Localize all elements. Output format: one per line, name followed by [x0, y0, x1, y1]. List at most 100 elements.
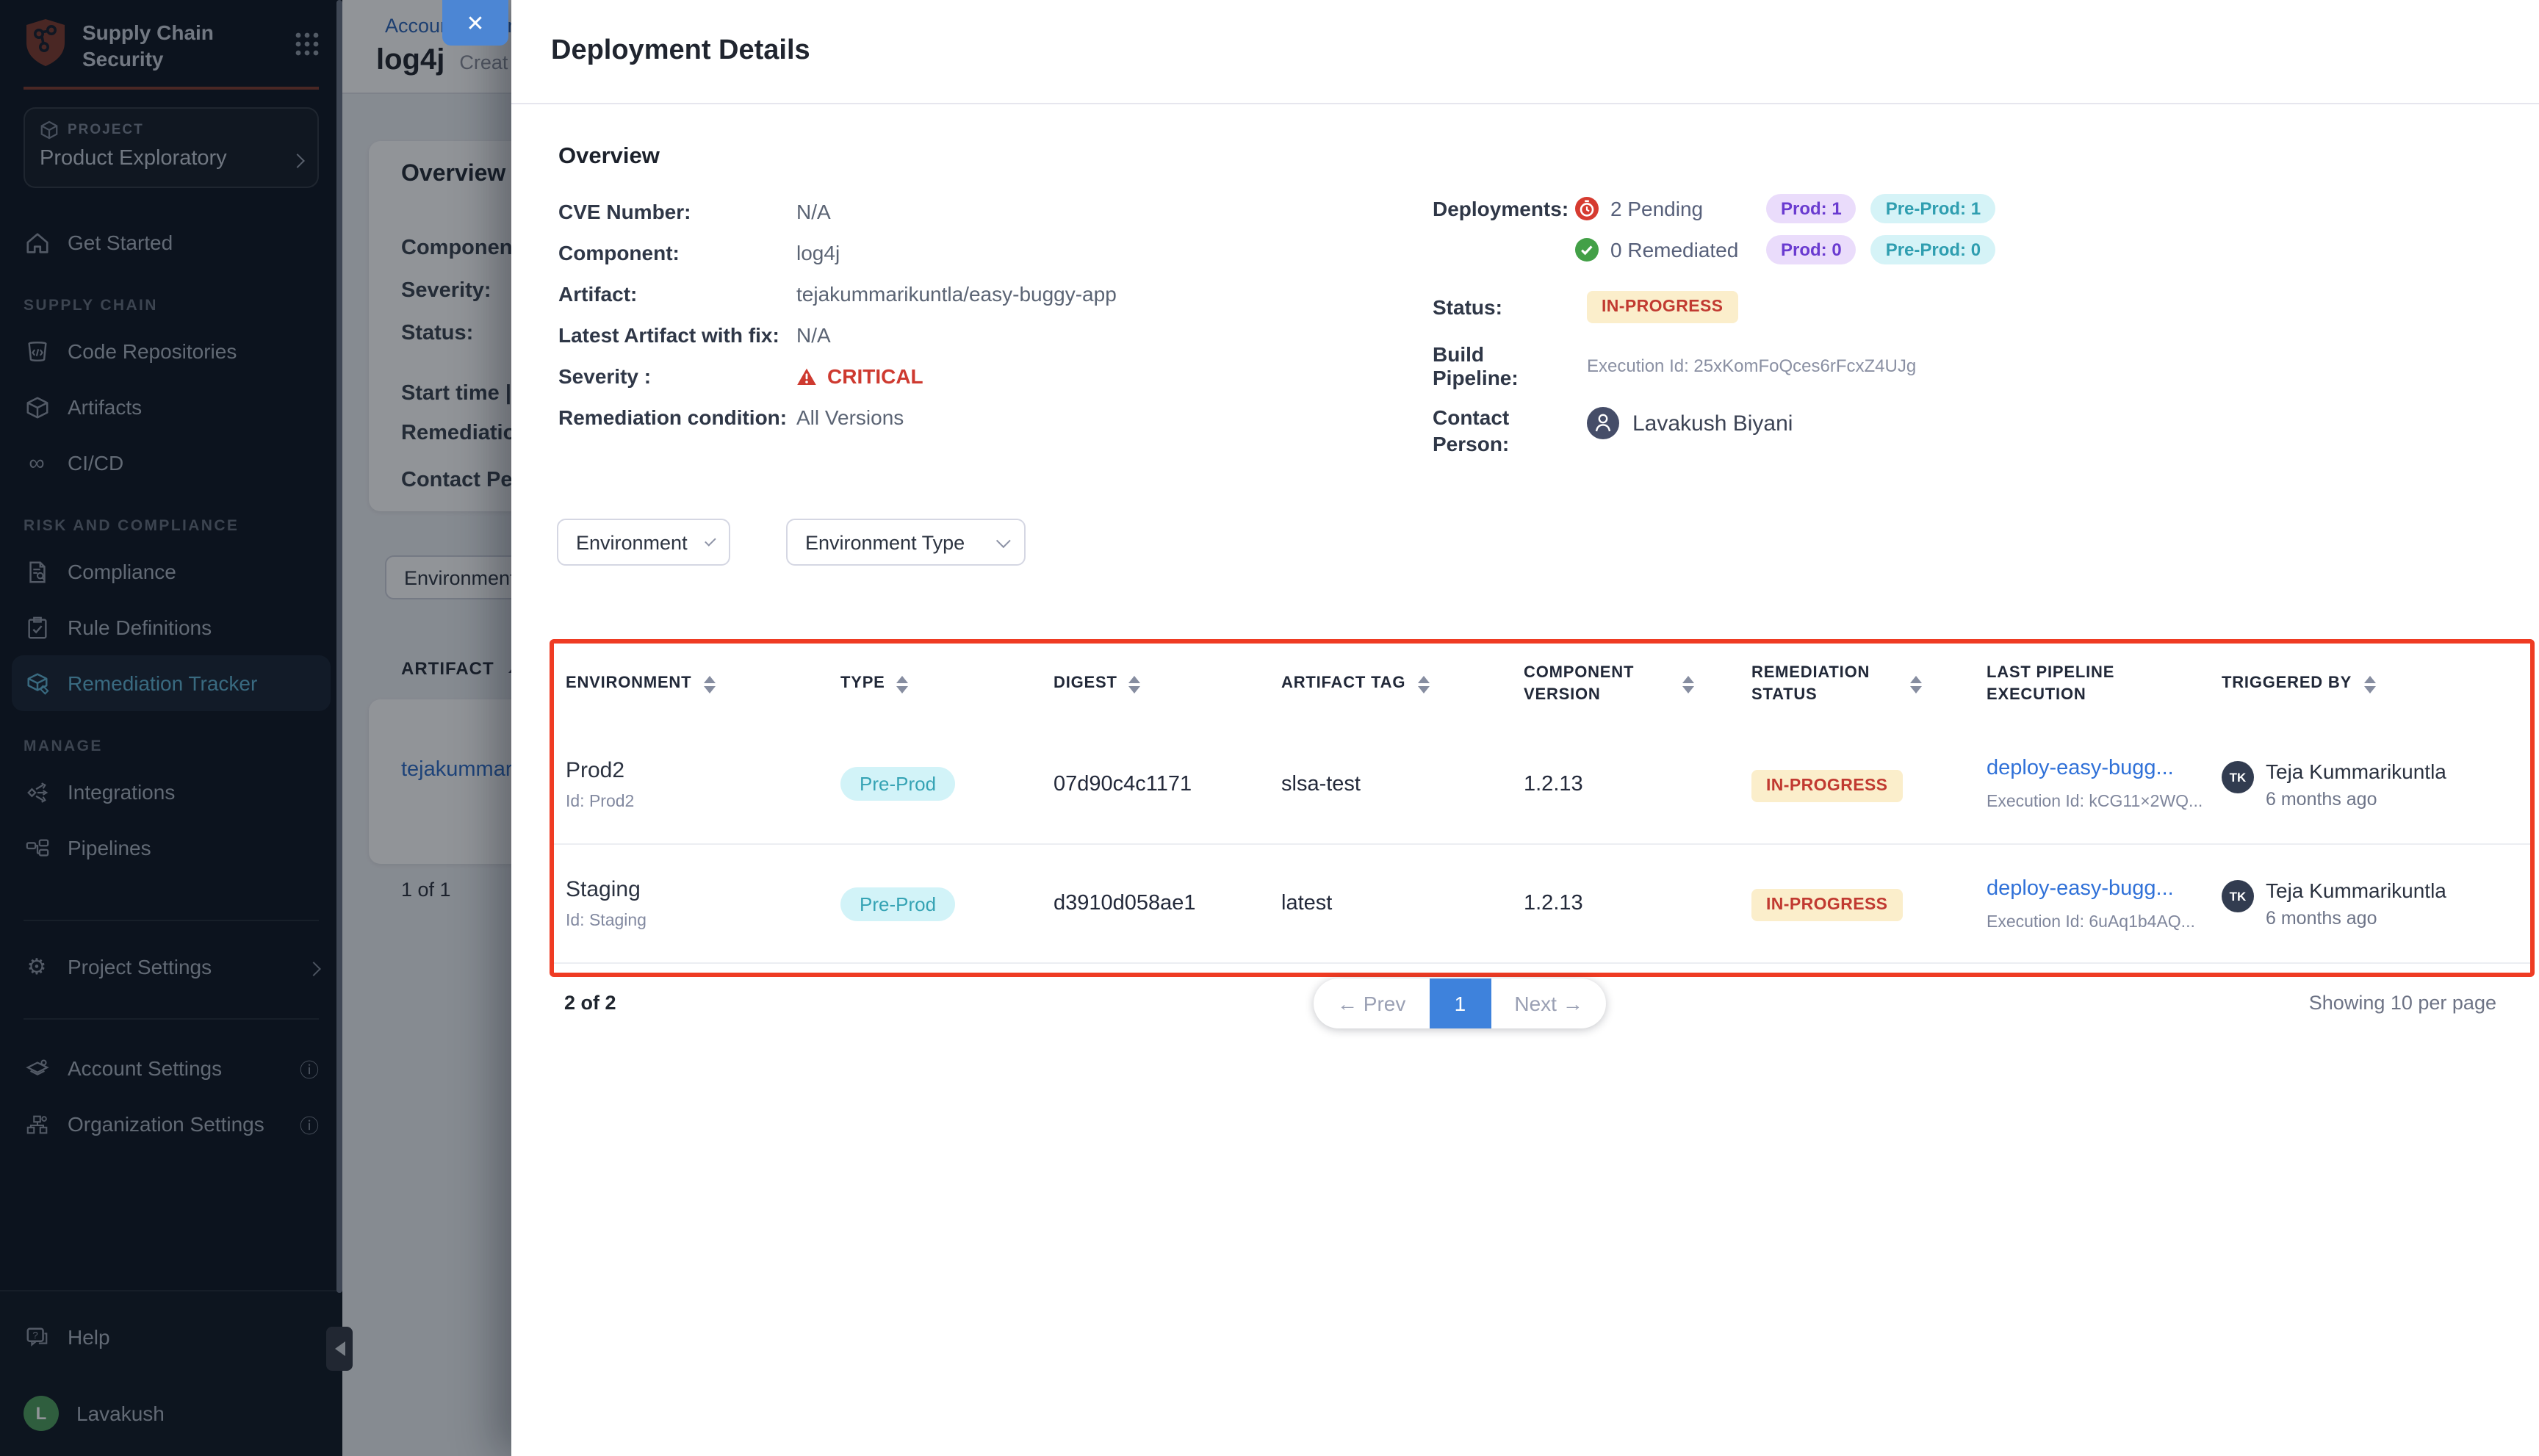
- digest-cell: d3910d058ae1: [1054, 892, 1196, 915]
- column-header-digest[interactable]: DIGEST: [1042, 673, 1270, 695]
- triggered-by-name: Teja Kummarikuntla: [2266, 759, 2446, 782]
- sidebar-item-label: Integrations: [68, 780, 176, 804]
- pipeline-link[interactable]: deploy-easy-bugg...: [1987, 757, 2174, 780]
- remediation-status-badge: IN-PROGRESS: [1751, 769, 1903, 801]
- sidebar-item-compliance[interactable]: Compliance: [0, 544, 342, 599]
- sidebar-item-label: Project Settings: [68, 955, 212, 979]
- table-row[interactable]: Prod2 Id: Prod2 Pre-Prod 07d90c4c1171 sl…: [554, 724, 2530, 843]
- deployment-details-modal: Deployment Details Overview CVE Number: …: [511, 0, 2539, 1456]
- sidebar-item-remediation-tracker[interactable]: Remediation Tracker: [12, 655, 331, 711]
- column-header-environment[interactable]: ENVIRONMENT: [554, 673, 829, 695]
- column-header-component-version[interactable]: COMPONENT VERSION: [1512, 662, 1740, 705]
- environment-filter-dropdown[interactable]: Environment: [557, 519, 730, 566]
- page-subtitle: Creat: [459, 51, 508, 73]
- info-icon[interactable]: ⓘ: [299, 1059, 319, 1081]
- user-name: Lavakush: [76, 1402, 165, 1425]
- app-switcher-icon[interactable]: [292, 29, 322, 59]
- app-logo: Supply Chain Security: [0, 0, 342, 72]
- field-value: All Versions: [796, 406, 904, 429]
- prod-pill: Prod: 1: [1766, 194, 1856, 223]
- triggered-by-name: Teja Kummarikuntla: [2266, 879, 2446, 902]
- column-header-triggered-by[interactable]: TRIGGERED BY: [2210, 673, 2530, 695]
- page-1-button[interactable]: 1: [1429, 979, 1491, 1028]
- type-badge: Pre-Prod: [840, 887, 956, 920]
- artifact-tag-cell: slsa-test: [1281, 772, 1361, 796]
- column-header-type[interactable]: TYPE: [829, 673, 1042, 695]
- remediation-status-badge: IN-PROGRESS: [1751, 889, 1903, 921]
- person-avatar-icon: [1587, 407, 1619, 439]
- triggered-by-time: 6 months ago: [2266, 908, 2377, 929]
- overview-fields: CVE Number: N/A Component: log4j Artifac…: [558, 191, 1117, 438]
- deployments-label: Deployments:: [1433, 197, 1569, 220]
- sidebar-item-integrations[interactable]: Integrations: [0, 764, 342, 820]
- pending-count: 2 Pending: [1610, 197, 1704, 220]
- prev-page-button[interactable]: ← Prev: [1314, 979, 1429, 1028]
- sidebar-user-menu[interactable]: L Lavakush: [0, 1385, 342, 1441]
- page-title: log4j: [376, 44, 445, 76]
- artifact-link[interactable]: tejakummar: [401, 758, 513, 782]
- pipeline-execution-id: Execution Id: 6uAq1b4AQ...: [1987, 913, 2195, 931]
- sidebar-item-label: Compliance: [68, 560, 176, 583]
- sidebar-item-label: Account Settings: [68, 1056, 223, 1080]
- column-header-artifact-tag[interactable]: ARTIFACT TAG: [1270, 673, 1512, 695]
- environment-id: Id: Prod2: [566, 793, 635, 810]
- sidebar-item-code-repositories[interactable]: Code Repositories: [0, 323, 342, 379]
- pipeline-link[interactable]: deploy-easy-bugg...: [1987, 876, 2174, 900]
- sidebar-scrollbar[interactable]: [336, 0, 342, 1293]
- triggered-by-avatar: TK: [2222, 880, 2254, 912]
- sidebar-item-get-started[interactable]: Get Started: [0, 215, 342, 270]
- field-value: N/A: [796, 323, 831, 347]
- field-row: Latest Artifact with fix: N/A: [558, 314, 1117, 356]
- field-label: Latest Artifact with fix:: [558, 323, 779, 347]
- sidebar-item-organization-settings[interactable]: Organization Settings ⓘ: [0, 1096, 342, 1152]
- sidebar-item-label: Pipelines: [68, 836, 151, 859]
- overview-tab: Overview: [401, 162, 506, 187]
- remediation-cube-icon: [24, 671, 50, 696]
- field-row: Remediation condition: All Versions: [558, 397, 1117, 438]
- background-row-count: 1 of 1: [401, 879, 451, 901]
- project-selector[interactable]: PROJECT Product Exploratory: [24, 107, 319, 188]
- remediated-check-icon: [1575, 238, 1599, 262]
- sort-icon: [1682, 675, 1694, 693]
- build-pipeline-label: Build Pipeline:: [1433, 342, 1519, 389]
- code-repository-icon: [24, 339, 50, 364]
- sidebar-item-label: CI/CD: [68, 451, 124, 475]
- column-header-remediation-status[interactable]: REMEDIATION STATUS: [1740, 662, 1975, 705]
- help-chat-icon: ?: [24, 1325, 50, 1349]
- status-row: Status: IN-PROGRESS: [1433, 291, 2491, 323]
- field-label: Status:: [401, 322, 474, 345]
- column-header-last-pipeline-execution[interactable]: LAST PIPELINE EXECUTION: [1987, 663, 2115, 703]
- field-row-severity: Severity : CRITICAL: [558, 356, 1117, 397]
- sidebar-item-artifacts[interactable]: Artifacts: [0, 379, 342, 435]
- sidebar-collapse-handle[interactable]: [326, 1327, 353, 1371]
- sidebar-item-rule-definitions[interactable]: Rule Definitions: [0, 599, 342, 655]
- environment-type-filter-dropdown[interactable]: Environment Type: [786, 519, 1026, 566]
- sidebar-item-account-settings[interactable]: Account Settings ⓘ: [0, 1040, 342, 1096]
- field-label: Severity :: [558, 364, 652, 388]
- prod-pill: Prod: 0: [1766, 235, 1856, 264]
- sidebar-item-help[interactable]: ? Help: [0, 1309, 342, 1365]
- info-icon[interactable]: ⓘ: [299, 1114, 319, 1136]
- sidebar-item-label: Artifacts: [68, 395, 143, 419]
- per-page-indicator: Showing 10 per page: [2308, 992, 2496, 1014]
- environment-name: Prod2: [566, 757, 625, 782]
- sidebar-item-cicd[interactable]: ∞ CI/CD: [0, 435, 342, 491]
- user-avatar: L: [24, 1396, 59, 1431]
- divider: [24, 920, 319, 921]
- modal-close-button[interactable]: ✕: [442, 0, 508, 46]
- modal-header: Deployment Details: [511, 0, 2539, 104]
- sidebar-item-label: Remediation Tracker: [68, 671, 258, 695]
- remediated-row: 0 Remediated Prod: 0 Pre-Prod: 0: [1433, 229, 2491, 270]
- table-filters: Environment Environment Type: [557, 519, 1026, 566]
- table-row[interactable]: Staging Id: Staging Pre-Prod d3910d058ae…: [554, 843, 2530, 962]
- modal-title: Deployment Details: [551, 35, 810, 66]
- field-label: Component:: [558, 241, 680, 264]
- sidebar-item-project-settings[interactable]: ⚙ Project Settings: [0, 939, 342, 995]
- sidebar-item-pipelines[interactable]: Pipelines: [0, 820, 342, 876]
- infinity-icon: ∞: [29, 450, 45, 475]
- next-page-button[interactable]: Next →: [1491, 979, 1606, 1028]
- field-row: Artifact: tejakummarikuntla/easy-buggy-a…: [558, 273, 1117, 314]
- component-version-cell: 1.2.13: [1524, 772, 1583, 796]
- table-row-count: 2 of 2: [564, 992, 616, 1014]
- remediated-count: 0 Remediated: [1610, 238, 1739, 262]
